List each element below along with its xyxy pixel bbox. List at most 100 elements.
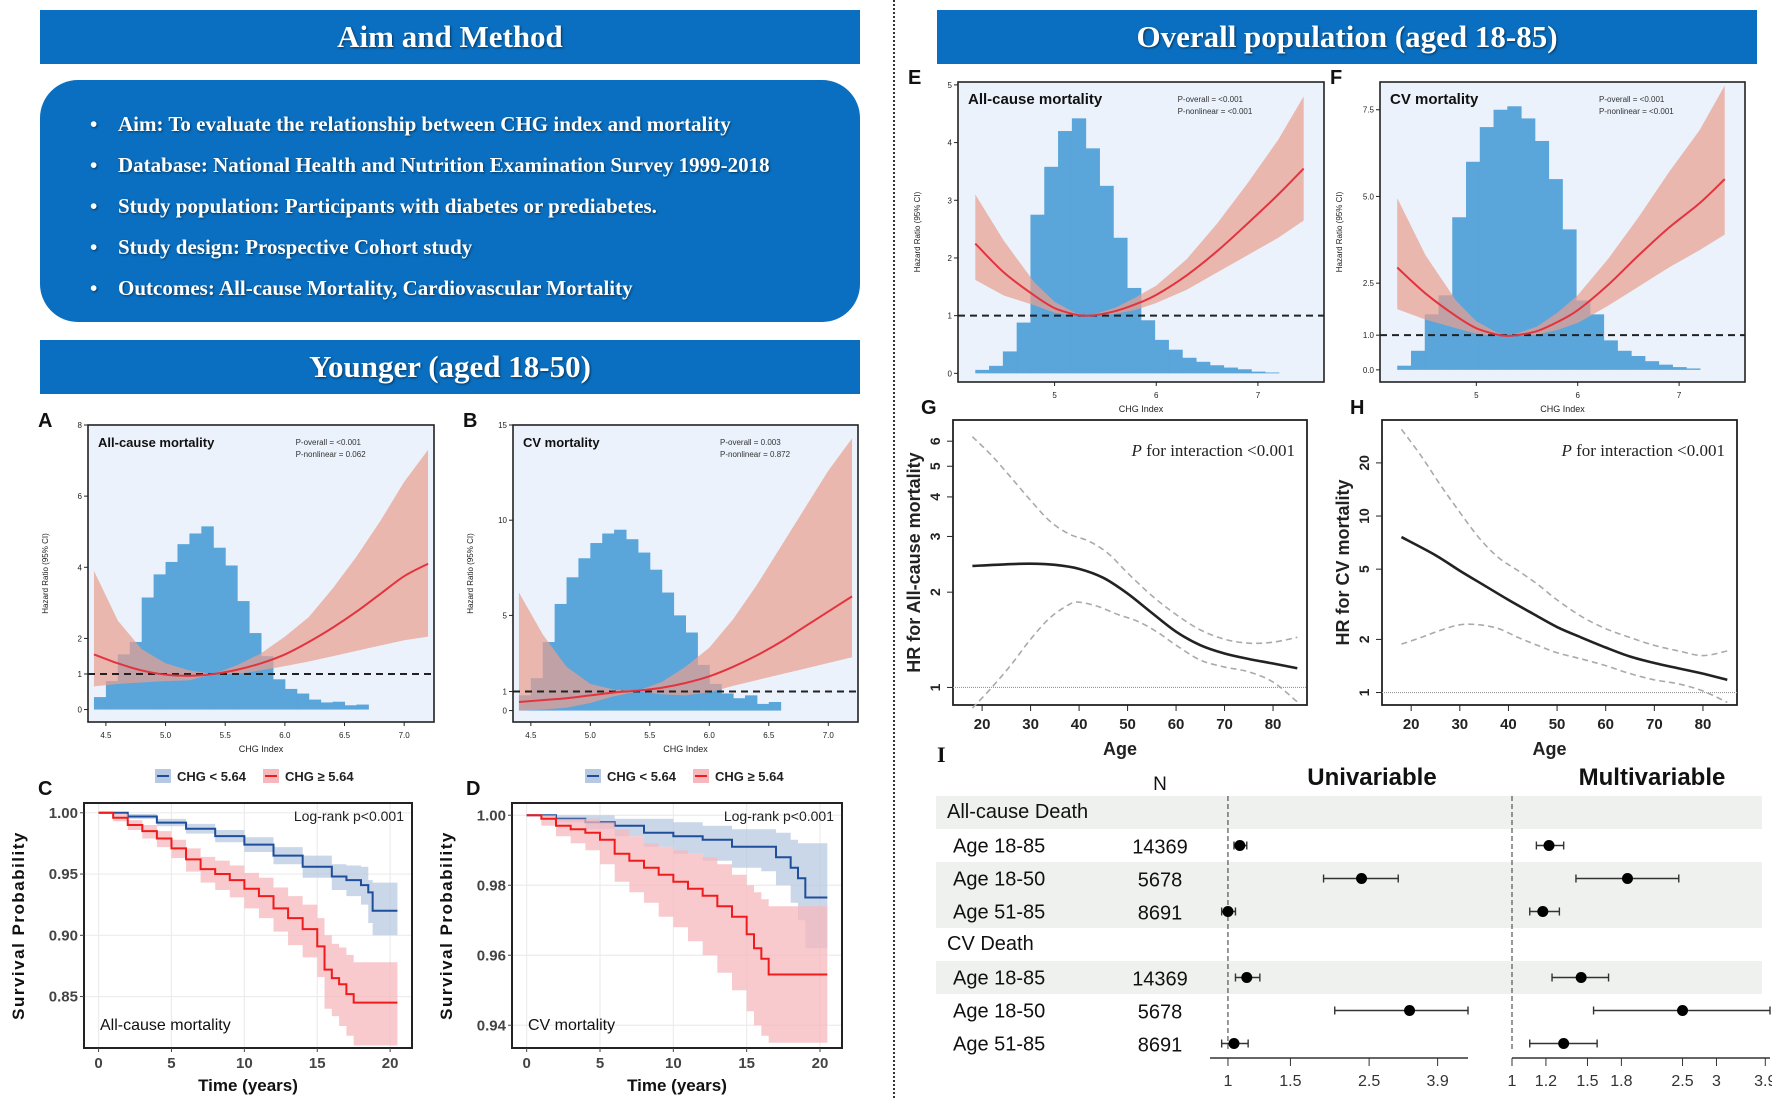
x-tick-label: 5.5 [644,731,656,740]
histogram-bar [320,702,334,710]
aim-item-text: Study design: Prospective Cohort study [118,235,473,259]
y-axis-label: HR for All-cause mortality [904,452,924,672]
y-axis-label: HR for CV mortality [1333,479,1353,645]
aim-item: • Study design: Prospective Cohort study [90,227,860,268]
x-tick-label: 20 [1403,716,1420,733]
lower-ci-line [1401,623,1728,704]
histogram-bar [590,543,603,711]
histogram-bar [1196,361,1211,374]
panel-g: 1 2 3 4 5 6 20 30 40 50 60 70 80 Age HR for All-cause … [904,397,1308,759]
y-tick-label: 0.95 [49,866,78,883]
histogram-bar [1168,349,1183,374]
histogram-bar [1631,355,1646,370]
row-n: 14369 [1132,969,1188,991]
histogram-bar [1140,320,1156,374]
y-tick-label: 5 [927,462,943,470]
panel-title: All-cause mortality [100,1017,231,1034]
plot-frame [952,419,1308,706]
aim-item-text: Study population: Participants with diab… [118,194,657,218]
row-label: Age 18-50 [953,869,1045,891]
histogram-bar [1044,166,1059,374]
panel-title: All-cause mortality [968,91,1103,108]
y-axis-label: Hazard Ratio (95% CI) [41,533,50,614]
legend-label: CHG < 5.64 [177,769,247,784]
row-n: 5678 [1138,1002,1183,1024]
multi-tick-label: 3.9 [1754,1073,1772,1090]
plot-frame [87,424,435,723]
histogram-bar [225,565,238,710]
p-rest: for interaction <0.001 [1142,441,1295,460]
x-tick-label: 7.0 [399,731,411,740]
panel-title: CV mortality [1390,91,1479,108]
point-estimate [1558,1038,1570,1049]
panel-letter: E [908,67,921,89]
histogram-bar [189,533,202,710]
younger-header: Younger (aged 18-50) [40,340,860,394]
x-tick-label: 10 [236,1055,253,1072]
histogram-bar [1548,179,1563,370]
y-tick-label: 15 [498,421,507,430]
p-nonlinear-text: P-nonlinear = 0.872 [720,450,791,459]
y-tick-label: 10 [498,516,507,525]
aim-item: • Aim: To evaluate the relationship betwe… [90,104,860,145]
y-tick-label: 5 [503,611,508,620]
panel-title: All-cause mortality [98,435,215,450]
x-axis-label: CHG Index [1540,404,1585,414]
x-tick-label: 60 [1168,716,1185,733]
histogram-bar [614,529,627,711]
x-tick-label: 6.0 [704,731,716,740]
x-tick-label: 80 [1695,716,1712,733]
histogram-bar [1397,365,1412,370]
row-shade [936,961,1762,994]
x-tick-label: 7 [1256,391,1261,400]
y-tick-label: 0.85 [49,989,78,1006]
y-tick-label: 0.96 [477,947,506,964]
panel-title: CV mortality [528,1017,615,1034]
histogram-bar [356,704,369,710]
y-tick-label: 3 [948,196,953,205]
hr-curve [972,562,1298,670]
histogram-bar [1099,185,1114,374]
y-axis-label: Survival Probability [437,831,456,1020]
km-ci-band [526,815,828,1043]
point-estimate [1234,840,1246,851]
x-tick-label: 0 [522,1055,530,1072]
histogram-bar [1410,350,1426,370]
y-tick-label: 2 [927,588,943,596]
x-tick-label: 40 [1071,716,1088,733]
y-axis-label: Survival Probability [9,831,28,1020]
x-tick-label: 6 [1154,391,1159,400]
panel-a: 0 1 2 4 6 8 4.5 5.0 5.5 6.0 6.5 7.0 CHG Index Hazard … [38,410,435,754]
upper-ci-line [1400,428,1728,657]
histogram-bar [344,705,357,710]
multivariable-header: Multivariable [1579,764,1726,791]
plot-frame [83,802,413,1049]
histogram-bar [249,633,262,710]
n-column-header: N [1153,774,1167,795]
histogram-bar [1237,369,1252,374]
y-tick-label: 1 [503,688,508,697]
aim-list: • Aim: To evaluate the relationship betwe… [40,80,860,309]
x-tick-label: 80 [1265,716,1282,733]
histogram-bar [165,561,178,710]
x-tick-label: 5.0 [585,731,597,740]
histogram-bar [673,615,686,711]
histogram-bar [1521,118,1536,370]
histogram-bar [989,365,1004,374]
histogram-bar [1154,339,1169,374]
y-tick-label: 1.00 [477,807,506,824]
x-tick-label: 6.0 [279,731,291,740]
group-label: CV Death [947,933,1034,955]
x-tick-label: 60 [1597,716,1614,733]
aim-item-text: Database: National Health and Nutrition … [118,153,770,177]
plot-frame [1381,419,1738,706]
y-tick-label: 0 [948,369,953,378]
histogram-bar [768,702,782,711]
panel-letter: H [1350,397,1364,419]
histogram-bar [1534,140,1550,370]
point-estimate [1222,906,1234,917]
y-tick-label: 6 [78,492,83,501]
panel-letter: D [466,778,480,800]
point-estimate [1241,972,1253,983]
row-label: Age 51-85 [953,902,1045,924]
